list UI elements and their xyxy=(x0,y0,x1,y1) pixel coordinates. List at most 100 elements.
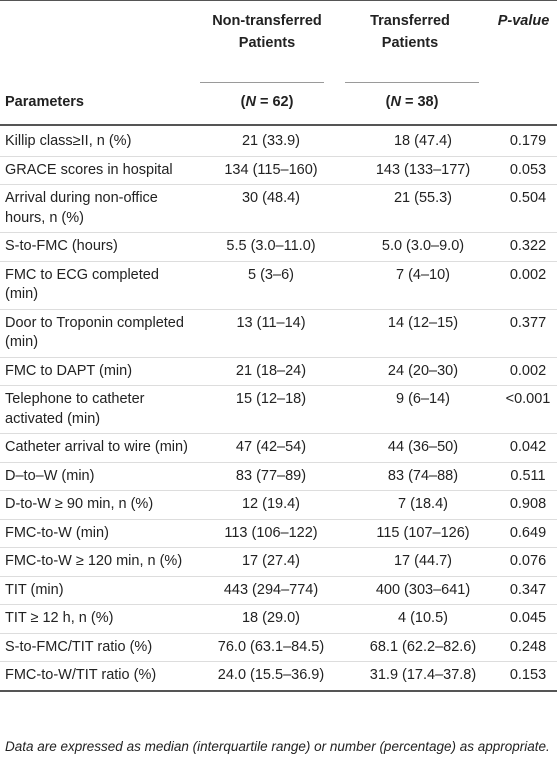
cell-parameter: Catheter arrival to wire (min) xyxy=(0,433,195,463)
cell-pvalue: 0.504 xyxy=(499,184,557,233)
header-pvalue-text: P-value xyxy=(497,13,550,29)
table-row: FMC to ECG completed (min) 5 (3–6) 7 (4–10… xyxy=(0,261,557,310)
cell-transferred: 5.0 (3.0–9.0) xyxy=(347,232,499,262)
table-row: TIT ≥ 12 h, n (%) 18 (29.0) 4 (10.5) 0.045 xyxy=(0,604,557,634)
cell-pvalue: <0.001 xyxy=(499,385,557,434)
n-transferred: (N = 38) xyxy=(345,92,479,112)
cell-parameter: D–to–W (min) xyxy=(0,462,195,491)
cell-pvalue: 0.045 xyxy=(499,604,557,634)
table-row: TIT (min) 443 (294–774) 400 (303–641) 0.347 xyxy=(0,576,557,605)
table-row: Catheter arrival to wire (min) 47 (42–54)… xyxy=(0,433,557,463)
n-non-transferred: (N = 62) xyxy=(196,92,338,112)
cell-parameter: Telephone to catheter activated (min) xyxy=(0,385,195,434)
cell-transferred: 17 (44.7) xyxy=(347,547,499,577)
table-row: S-to-FMC (hours) 5.5 (3.0–11.0) 5.0 (3.0–9… xyxy=(0,232,557,262)
header-parameters: Parameters xyxy=(5,94,84,110)
cell-transferred: 83 (74–88) xyxy=(347,462,499,491)
cell-non-transferred: 134 (115–160) xyxy=(195,156,347,185)
table-row: D-to-W ≥ 90 min, n (%) 12 (19.4) 7 (18.4) 0… xyxy=(0,490,557,520)
cell-parameter: GRACE scores in hospital xyxy=(0,156,195,185)
cell-non-transferred: 15 (12–18) xyxy=(195,385,347,434)
cell-pvalue: 0.179 xyxy=(499,128,557,157)
table-row: S-to-FMC/TIT ratio (%) 76.0 (63.1–84.5) 68… xyxy=(0,633,557,662)
cell-pvalue: 0.002 xyxy=(499,261,557,310)
cell-pvalue: 0.002 xyxy=(499,357,557,386)
cell-non-transferred: 24.0 (15.5–36.9) xyxy=(195,661,347,692)
cell-transferred: 21 (55.3) xyxy=(347,184,499,233)
table-row: Door to Troponin completed (min) 13 (11–1… xyxy=(0,309,557,358)
n-non-var: N xyxy=(245,94,256,110)
cell-transferred: 18 (47.4) xyxy=(347,128,499,157)
cell-non-transferred: 21 (33.9) xyxy=(195,128,347,157)
header-bottom-rule xyxy=(0,124,557,126)
cell-transferred: 24 (20–30) xyxy=(347,357,499,386)
cell-non-transferred: 443 (294–774) xyxy=(195,576,347,605)
table-row: FMC to DAPT (min) 21 (18–24) 24 (20–30) 0.0… xyxy=(0,357,557,386)
footnote: Data are expressed as median (interquart… xyxy=(5,739,550,754)
cell-pvalue: 0.076 xyxy=(499,547,557,577)
cell-transferred: 4 (10.5) xyxy=(347,604,499,634)
table-row: FMC-to-W (min) 113 (106–122) 115 (107–126)… xyxy=(0,519,557,548)
n-tr-rest: = 38) xyxy=(400,94,439,110)
n-tr-var: N xyxy=(390,94,401,110)
cell-pvalue: 0.053 xyxy=(499,156,557,185)
cell-non-transferred: 5.5 (3.0–11.0) xyxy=(195,232,347,262)
cell-non-transferred: 12 (19.4) xyxy=(195,490,347,520)
cell-pvalue: 0.347 xyxy=(499,576,557,605)
table-row: Telephone to catheter activated (min) 15 … xyxy=(0,385,557,434)
cell-transferred: 143 (133–177) xyxy=(347,156,499,185)
cell-pvalue: 0.248 xyxy=(499,633,557,662)
cell-parameter: D-to-W ≥ 90 min, n (%) xyxy=(0,490,195,520)
cell-pvalue: 0.511 xyxy=(499,462,557,491)
table-row: Arrival during non-office hours, n (%) 30… xyxy=(0,184,557,233)
table-body: Killip class≥II, n (%) 21 (33.9) 18 (47.4)… xyxy=(0,128,557,692)
cell-transferred: 44 (36–50) xyxy=(347,433,499,463)
table-row: FMC-to-W/TIT ratio (%) 24.0 (15.5–36.9) 31… xyxy=(0,661,557,692)
cell-non-transferred: 76.0 (63.1–84.5) xyxy=(195,633,347,662)
header-rule-non-transferred xyxy=(200,82,324,83)
cell-parameter: FMC-to-W (min) xyxy=(0,519,195,548)
header-pvalue: P-value xyxy=(490,10,557,32)
header-non-transferred: Non-transferred Patients xyxy=(212,13,322,51)
cell-pvalue: 0.377 xyxy=(499,309,557,358)
n-tr-prefix: ( xyxy=(385,94,391,110)
cell-parameter: FMC-to-W/TIT ratio (%) xyxy=(0,661,195,692)
header-rule-transferred xyxy=(345,82,479,83)
table-row: Killip class≥II, n (%) 21 (33.9) 18 (47.4)… xyxy=(0,128,557,157)
table-row: GRACE scores in hospital 134 (115–160) 143… xyxy=(0,156,557,185)
cell-pvalue: 0.322 xyxy=(499,232,557,262)
cell-transferred: 7 (4–10) xyxy=(347,261,499,310)
cell-transferred: 115 (107–126) xyxy=(347,519,499,548)
cell-pvalue: 0.649 xyxy=(499,519,557,548)
cell-transferred: 9 (6–14) xyxy=(347,385,499,434)
cell-parameter: Killip class≥II, n (%) xyxy=(0,128,195,157)
cell-transferred: 400 (303–641) xyxy=(347,576,499,605)
cell-transferred: 7 (18.4) xyxy=(347,490,499,520)
n-non-prefix: ( xyxy=(240,94,246,110)
cell-parameter: FMC to ECG completed (min) xyxy=(0,261,195,310)
cell-transferred: 31.9 (17.4–37.8) xyxy=(347,661,499,692)
cell-parameter: S-to-FMC/TIT ratio (%) xyxy=(0,633,195,662)
n-non-rest: = 62) xyxy=(255,94,294,110)
data-table: Killip class≥II, n (%) 21 (33.9) 18 (47.4)… xyxy=(0,128,557,692)
cell-non-transferred: 83 (77–89) xyxy=(195,462,347,491)
cell-parameter: FMC-to-W ≥ 120 min, n (%) xyxy=(0,547,195,577)
cell-non-transferred: 113 (106–122) xyxy=(195,519,347,548)
cell-transferred: 14 (12–15) xyxy=(347,309,499,358)
cell-pvalue: 0.042 xyxy=(499,433,557,463)
cell-parameter: Door to Troponin completed (min) xyxy=(0,309,195,358)
cell-parameter: FMC to DAPT (min) xyxy=(0,357,195,386)
cell-non-transferred: 5 (3–6) xyxy=(195,261,347,310)
cell-non-transferred: 30 (48.4) xyxy=(195,184,347,233)
table-row: D–to–W (min) 83 (77–89) 83 (74–88) 0.511 xyxy=(0,462,557,491)
cell-parameter: TIT ≥ 12 h, n (%) xyxy=(0,604,195,634)
cell-transferred: 68.1 (62.2–82.6) xyxy=(347,633,499,662)
cell-non-transferred: 47 (42–54) xyxy=(195,433,347,463)
header-transferred: Transferred Patients xyxy=(370,13,450,51)
cell-parameter: TIT (min) xyxy=(0,576,195,605)
cell-pvalue: 0.908 xyxy=(499,490,557,520)
cell-non-transferred: 13 (11–14) xyxy=(195,309,347,358)
cell-parameter: Arrival during non-office hours, n (%) xyxy=(0,184,195,233)
cell-non-transferred: 17 (27.4) xyxy=(195,547,347,577)
